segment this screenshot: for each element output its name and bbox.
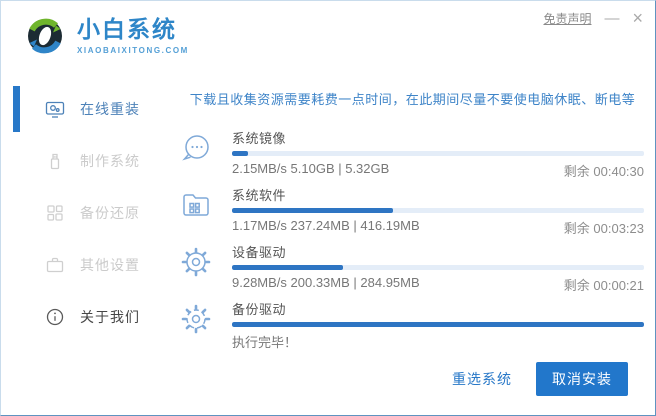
- task-row-device-driver: 设备驱动 9.28MB/s 200.33MB | 284.95MB 剩余 00:…: [171, 242, 654, 294]
- task-name: 系统软件: [232, 188, 287, 203]
- sidebar-item-backup-restore[interactable]: 备份还原: [1, 187, 171, 239]
- gear-sync-icon: [179, 302, 213, 336]
- progress-fill: [232, 322, 644, 327]
- sidebar-item-other-settings[interactable]: 其他设置: [1, 239, 171, 291]
- gear-icon: [179, 245, 213, 279]
- window-controls: 免责声明 — ×: [543, 9, 643, 27]
- cancel-install-button[interactable]: 取消安装: [536, 362, 628, 396]
- sidebar: 在线重装 制作系统 备份还原 其他设置 关于我们: [1, 73, 171, 415]
- reselect-system-button[interactable]: 重选系统: [452, 371, 512, 387]
- task-remaining: 剩余 00:00:21: [563, 278, 644, 293]
- progress-fill: [232, 265, 344, 270]
- sidebar-item-label: 在线重装: [80, 101, 140, 117]
- notice-text: 下载且收集资源需要耗费一点时间，在此期间尽量不要使电脑休眠、断电等: [189, 92, 636, 107]
- sidebar-item-online-reinstall[interactable]: 在线重装: [1, 83, 171, 135]
- download-task-list: 系统镜像 2.15MB/s 5.10GB | 5.32GB 剩余 00:40:3…: [171, 128, 654, 351]
- progress-fill: [232, 208, 393, 213]
- logo-sync-sphere-icon: [23, 14, 67, 58]
- progress-bar: [232, 208, 644, 213]
- task-stats: 2.15MB/s 5.10GB | 5.32GB: [232, 161, 390, 176]
- main-panel: 下载且收集资源需要耗费一点时间，在此期间尽量不要使电脑休眠、断电等 系统镜像 2…: [171, 73, 654, 414]
- brand-name: 小白系统: [77, 16, 177, 43]
- info-icon: [45, 307, 65, 327]
- sidebar-item-label: 其他设置: [80, 257, 140, 273]
- task-name: 备份驱动: [232, 302, 287, 317]
- progress-fill: [232, 151, 249, 156]
- brand-text: 小白系统 XIAOBAIXITONG.COM: [77, 16, 189, 55]
- chat-bubble-icon: [179, 131, 213, 165]
- task-row-system-software: 系统软件 1.17MB/s 237.24MB | 416.19MB 剩余 00:…: [171, 185, 654, 237]
- progress-bar: [232, 151, 644, 156]
- footer-actions: 重选系统 取消安装: [452, 362, 628, 396]
- close-button[interactable]: ×: [632, 8, 643, 28]
- folder-grid-icon: [179, 188, 213, 222]
- task-stats: 1.17MB/s 237.24MB | 416.19MB: [232, 218, 420, 233]
- task-name: 系统镜像: [232, 131, 287, 146]
- monitor-icon: [45, 99, 65, 119]
- sidebar-item-about-us[interactable]: 关于我们: [1, 291, 171, 343]
- usb-drive-icon: [45, 151, 65, 171]
- task-stats: 执行完毕！: [232, 335, 298, 350]
- briefcase-icon: [45, 255, 65, 275]
- backup-grid-icon: [45, 203, 65, 223]
- task-row-system-image: 系统镜像 2.15MB/s 5.10GB | 5.32GB 剩余 00:40:3…: [171, 128, 654, 180]
- sidebar-item-label: 制作系统: [80, 153, 140, 169]
- header: 小白系统 XIAOBAIXITONG.COM 免责声明 — ×: [1, 1, 655, 73]
- sidebar-item-label: 备份还原: [80, 205, 140, 221]
- app-logo: 小白系统 XIAOBAIXITONG.COM: [23, 14, 189, 58]
- sidebar-item-make-system[interactable]: 制作系统: [1, 135, 171, 187]
- sidebar-item-label: 关于我们: [80, 309, 140, 325]
- disclaimer-link[interactable]: 免责声明: [543, 11, 592, 26]
- task-row-backup-driver: 备份驱动 执行完毕！: [171, 299, 654, 351]
- brand-domain: XIAOBAIXITONG.COM: [77, 45, 189, 55]
- progress-bar: [232, 322, 644, 327]
- minimize-button[interactable]: —: [604, 9, 620, 27]
- task-name: 设备驱动: [232, 245, 287, 260]
- progress-bar: [232, 265, 644, 270]
- task-remaining: 剩余 00:03:23: [563, 221, 644, 236]
- task-remaining: 剩余 00:40:30: [563, 164, 644, 179]
- task-stats: 9.28MB/s 200.33MB | 284.95MB: [232, 275, 420, 290]
